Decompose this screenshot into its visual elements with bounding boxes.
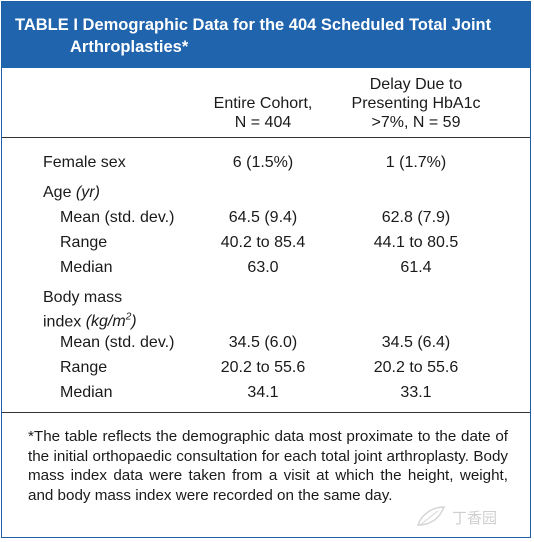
row-bmi-unit-sup: 2 <box>125 312 132 323</box>
row-age-unit: (yr) <box>75 184 100 201</box>
row-bmi-mean-delay: 34.5 (6.4) <box>381 334 451 351</box>
row-female-sex-cohort: 6 (1.5%) <box>232 154 294 171</box>
column-header-delay-line-3: >7%, N = 59 <box>371 114 461 131</box>
watermark-logo: 丁香园 <box>412 503 524 531</box>
row-age-label: Age (yr) <box>43 183 100 202</box>
row-bmi-median-cohort: 34.1 <box>247 384 279 401</box>
column-header-delay-hba1c: Delay Due to Presenting HbA1c >7%, N = 5… <box>342 75 490 132</box>
footnote-divider <box>2 412 530 413</box>
table-title-line-2: Arthroplasties* <box>70 38 189 56</box>
row-bmi-mean-label: Mean (std. dev.) <box>60 334 175 351</box>
row-bmi-range-cohort: 20.2 to 55.6 <box>220 359 306 376</box>
row-bmi-label-line-2: index (kg/m2) <box>43 308 137 331</box>
row-age-median-label: Median <box>60 259 113 276</box>
row-age-range-label: Range <box>60 234 108 251</box>
column-header-entire-cohort-line-1: Entire Cohort, <box>213 95 313 112</box>
row-age-mean-delay: 62.8 (7.9) <box>381 209 451 226</box>
row-bmi-unit-close: ) <box>131 313 137 331</box>
watermark-text: 丁香园 <box>452 509 498 527</box>
row-bmi-mean-cohort: 34.5 (6.0) <box>228 334 298 351</box>
row-bmi-label-text: index <box>43 313 82 331</box>
row-female-sex-delay: 1 (1.7%) <box>385 154 447 171</box>
row-bmi-median-delay: 33.1 <box>400 384 432 401</box>
header-divider <box>2 137 530 138</box>
watermark-leaf-icon <box>416 506 446 526</box>
row-bmi-label-line-1: Body mass <box>43 289 123 306</box>
table-footnote: *The table reflects the demographic data… <box>28 428 508 504</box>
table-title-bar: TABLE I Demographic Data for the 404 Sch… <box>2 2 530 68</box>
row-bmi-unit: (kg/m2) <box>85 312 137 331</box>
row-age-label-text: Age <box>43 184 72 201</box>
row-age-range-cohort: 40.2 to 85.4 <box>220 234 306 251</box>
row-age-mean-label: Mean (std. dev.) <box>60 209 175 226</box>
row-age-median-cohort: 63.0 <box>247 259 279 276</box>
row-bmi-range-label: Range <box>60 359 108 376</box>
row-bmi-median-label: Median <box>60 384 113 401</box>
column-header-entire-cohort: Entire Cohort, N = 404 <box>192 94 334 132</box>
column-header-delay-line-1: Delay Due to <box>369 76 463 93</box>
table-title-line-1: TABLE I Demographic Data for the 404 Sch… <box>15 16 492 34</box>
row-age-range-delay: 44.1 to 80.5 <box>373 234 459 251</box>
row-bmi-unit-open: (kg/m <box>85 313 126 331</box>
row-bmi-range-delay: 20.2 to 55.6 <box>373 359 459 376</box>
row-age-mean-cohort: 64.5 (9.4) <box>228 209 298 226</box>
column-header-delay-line-2: Presenting HbA1c <box>351 95 481 112</box>
row-age-median-delay: 61.4 <box>400 259 432 276</box>
column-header-entire-cohort-line-2: N = 404 <box>234 114 292 131</box>
row-female-sex-label: Female sex <box>43 154 126 171</box>
